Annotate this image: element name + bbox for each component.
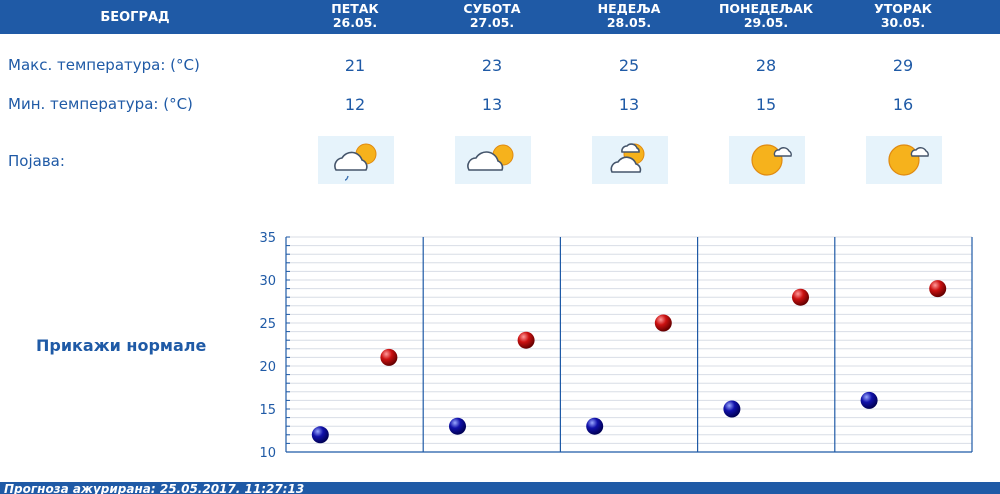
y-tick-label: 25 xyxy=(259,317,276,332)
weather-label: Појава: xyxy=(8,152,65,170)
max-temp-point xyxy=(517,331,535,349)
min-temp-point xyxy=(449,417,466,435)
min-temp-value: 13 xyxy=(481,95,503,114)
y-tick-label: 15 xyxy=(259,403,276,418)
max-temp-value: 29 xyxy=(892,56,914,75)
day-name: СУБОТА xyxy=(463,1,521,16)
max-temp-value: 28 xyxy=(755,56,777,75)
max-temp-point xyxy=(792,288,809,306)
day-header: ПЕТАК 26.05. xyxy=(286,2,424,30)
min-temp-value: 12 xyxy=(344,95,366,114)
max-temp-value: 21 xyxy=(344,56,366,75)
min-temp-point xyxy=(586,417,604,435)
min-temp-value: 15 xyxy=(755,95,777,114)
day-header: УТОРАК 30.05. xyxy=(834,2,972,30)
max-temp-label: Макс. температура: (°C) xyxy=(8,56,200,74)
max-temp-point xyxy=(654,314,672,332)
y-tick-label: 10 xyxy=(259,446,276,461)
y-tick-label: 30 xyxy=(259,274,276,289)
y-tick-label: 35 xyxy=(259,231,276,246)
min-temp-point xyxy=(723,400,741,418)
temperature-chart: 10 15 20 25 30 35 xyxy=(259,231,973,461)
max-temp-value: 23 xyxy=(481,56,503,75)
day-name: ПЕТАК xyxy=(331,1,379,16)
day-date: 27.05. xyxy=(469,15,515,30)
min-temp-value: 13 xyxy=(618,95,640,114)
partly-cloudy-icon xyxy=(592,136,668,184)
min-temp-point xyxy=(860,391,878,409)
max-temp-point xyxy=(380,348,398,366)
min-temp-value: 16 xyxy=(892,95,914,114)
y-tick-label: 20 xyxy=(259,360,276,375)
day-date: 30.05. xyxy=(880,15,926,30)
day-name: ПОНЕДЕЉАК xyxy=(718,1,814,16)
day-name: НЕДЕЉА xyxy=(597,1,661,16)
forecast-header: БЕОГРАД ПЕТАК 26.05. СУБОТА 27.05. НЕДЕЉ… xyxy=(0,0,1000,34)
city-name: БЕОГРАД xyxy=(100,9,170,25)
day-header: СУБОТА 27.05. xyxy=(423,2,561,30)
max-temp-point xyxy=(929,280,947,298)
partly-cloudy-icon xyxy=(455,136,531,184)
max-temp-value: 25 xyxy=(618,56,640,75)
day-date: 28.05. xyxy=(606,15,652,30)
min-temp-point xyxy=(311,426,329,444)
day-name: УТОРАК xyxy=(874,1,932,16)
forecast-updated-text: Прогноза ажурирана: 25.05.2017. 11:27:13 xyxy=(4,482,305,494)
day-date: 29.05. xyxy=(743,15,789,30)
day-header: НЕДЕЉА 28.05. xyxy=(560,2,698,30)
footer-bar: Прогноза ажурирана: 25.05.2017. 11:27:13 xyxy=(0,482,1000,494)
mostly-sunny-icon xyxy=(866,136,942,184)
show-normals-link[interactable]: Прикажи нормале xyxy=(36,336,207,355)
min-temp-label: Мин. температура: (°C) xyxy=(8,95,193,113)
day-header: ПОНЕДЕЉАК 29.05. xyxy=(697,2,835,30)
partly-cloudy-light-rain-icon xyxy=(318,136,394,184)
day-date: 26.05. xyxy=(332,15,378,30)
mostly-sunny-icon xyxy=(729,136,805,184)
